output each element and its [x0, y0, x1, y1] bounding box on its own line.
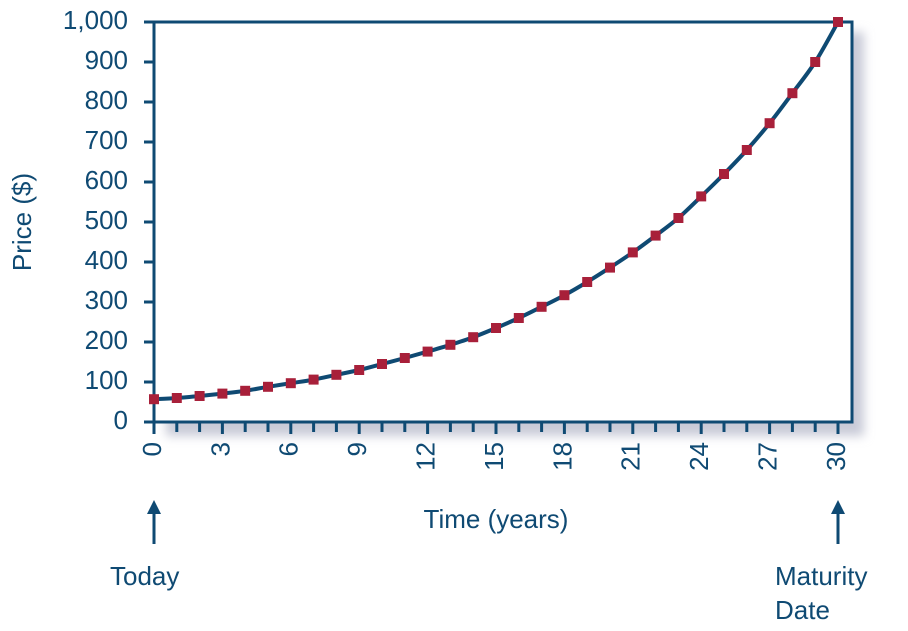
- x-tick-label: 3: [205, 442, 235, 456]
- data-point: [285, 378, 296, 389]
- maturity-label-line2: Date: [775, 595, 830, 625]
- data-point: [650, 230, 661, 241]
- maturity-label-line1: Maturity: [775, 561, 867, 591]
- y-axis-ticks: 0 100 200 300 400 500 600 700 800 900 1,000: [63, 5, 154, 435]
- y-tick-label: 100: [85, 365, 128, 395]
- data-point: [331, 369, 342, 380]
- today-annotation: Today: [110, 500, 179, 591]
- x-tick-label: 24: [684, 442, 714, 471]
- y-tick-label: 400: [85, 245, 128, 275]
- series-layer: [149, 17, 843, 405]
- data-point: [810, 57, 821, 67]
- x-tick-label: 21: [616, 442, 646, 471]
- data-point: [422, 346, 433, 357]
- data-point: [149, 394, 159, 405]
- x-axis-title: Time (years): [424, 504, 569, 534]
- data-point: [263, 381, 273, 392]
- data-point: [468, 332, 479, 343]
- y-tick-label: 200: [85, 325, 128, 355]
- data-point: [696, 191, 707, 202]
- data-point: [445, 339, 456, 350]
- y-tick-label: 1,000: [63, 5, 128, 35]
- data-point: [605, 262, 615, 273]
- data-point: [194, 391, 205, 401]
- y-tick-label: 500: [85, 205, 128, 235]
- x-tick-label: 12: [410, 442, 440, 471]
- data-point: [308, 374, 319, 385]
- y-tick-label: 600: [85, 165, 128, 195]
- data-point: [764, 118, 775, 129]
- data-point: [719, 169, 729, 179]
- maturity-arrow-head: [831, 500, 845, 514]
- x-tick-label: 18: [547, 442, 577, 471]
- data-point: [171, 393, 182, 403]
- data-point: [354, 365, 365, 375]
- y-tick-label: 700: [85, 125, 128, 155]
- x-tick-label: 9: [342, 442, 372, 456]
- data-point: [399, 353, 410, 363]
- data-point: [673, 213, 684, 223]
- y-tick-label: 800: [85, 85, 128, 115]
- x-tick-label: 6: [274, 442, 304, 456]
- data-point: [513, 313, 524, 323]
- data-point: [536, 301, 547, 312]
- data-point: [377, 359, 387, 369]
- x-tick-label: 0: [137, 442, 167, 456]
- data-point: [559, 290, 570, 301]
- y-tick-label: 0: [114, 405, 128, 435]
- data-point: [627, 247, 638, 258]
- data-point: [833, 17, 843, 27]
- y-axis-title: Price ($): [7, 173, 37, 271]
- x-tick-label: 27: [752, 442, 782, 471]
- plot-frame: [152, 20, 854, 424]
- data-point: [491, 323, 501, 333]
- x-tick-label: 15: [479, 442, 509, 471]
- data-point: [240, 385, 251, 396]
- x-axis-ticks: 0 3 6 9 12 15 18 21 24 27 30: [137, 422, 851, 471]
- y-tick-label: 900: [85, 45, 128, 75]
- data-point: [787, 88, 798, 99]
- data-point: [741, 145, 752, 155]
- data-point: [582, 277, 593, 287]
- today-arrow-head: [147, 500, 161, 514]
- x-tick-label: 30: [821, 442, 851, 471]
- data-point: [217, 388, 228, 399]
- y-tick-label: 300: [85, 285, 128, 315]
- maturity-annotation: Maturity Date: [775, 500, 867, 625]
- today-label: Today: [110, 561, 179, 591]
